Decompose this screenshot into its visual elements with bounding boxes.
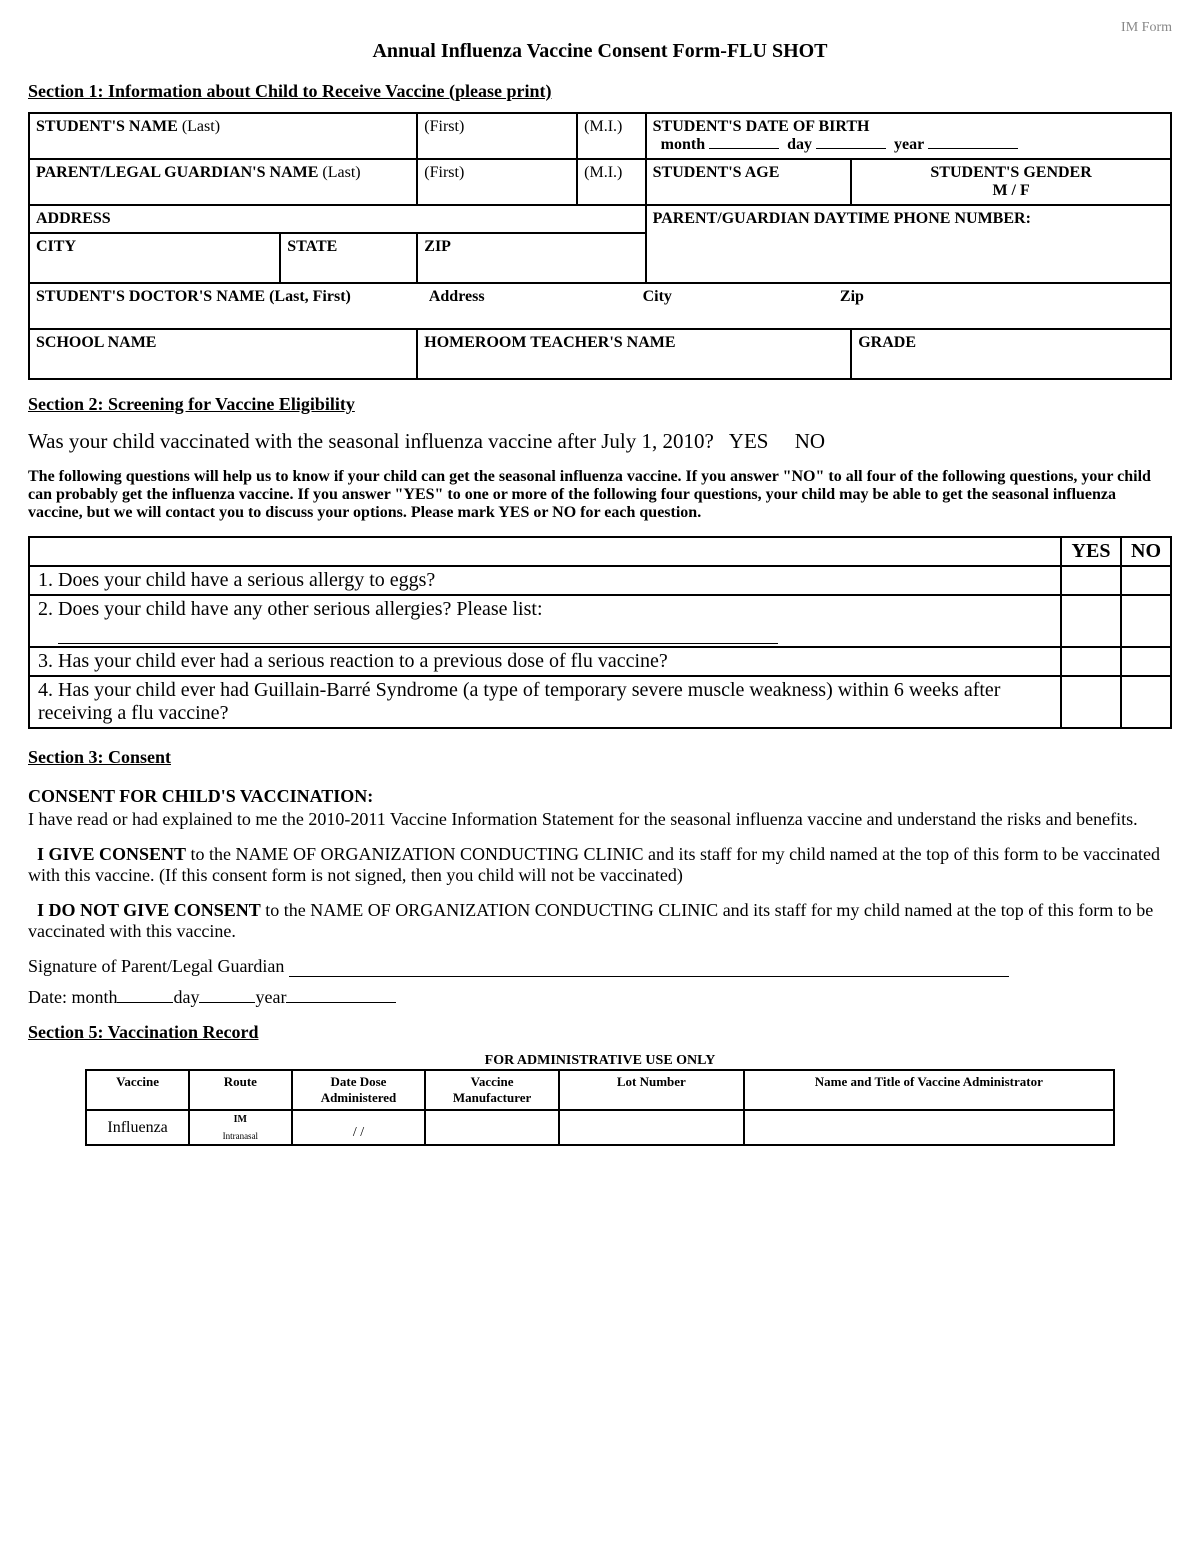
section3-heading: Section 3: Consent bbox=[28, 747, 1172, 768]
date-day: day bbox=[173, 987, 199, 1007]
date-year: year bbox=[255, 987, 286, 1007]
phone-label: PARENT/GUARDIAN DAYTIME PHONE NUMBER: bbox=[653, 210, 1031, 227]
nogive-consent-block: I DO NOT GIVE CONSENT to the NAME OF ORG… bbox=[28, 900, 1172, 942]
q4: 4. Has your child ever had Guillain-Barr… bbox=[29, 676, 1061, 728]
q1-no[interactable] bbox=[1121, 566, 1171, 595]
vaccinated-question-text: Was your child vaccinated with the seaso… bbox=[28, 429, 714, 453]
vaccinated-no[interactable]: NO bbox=[795, 429, 825, 453]
section1-heading: Section 1: Information about Child to Re… bbox=[28, 81, 1172, 102]
homeroom-label: HOMEROOM TEACHER'S NAME bbox=[424, 334, 675, 351]
doctor-city: City bbox=[643, 288, 672, 305]
q1: 1. Does your child have a serious allerg… bbox=[29, 566, 1061, 595]
dob-label: STUDENT'S DATE OF BIRTH bbox=[653, 118, 1164, 136]
q1-yes[interactable] bbox=[1061, 566, 1121, 595]
parent-mi-label: (M.I.) bbox=[577, 159, 646, 205]
q4-no[interactable] bbox=[1121, 676, 1171, 728]
q3-yes[interactable] bbox=[1061, 647, 1121, 676]
school-label: SCHOOL NAME bbox=[36, 334, 156, 351]
col-mfr: Vaccine Manufacturer bbox=[425, 1070, 559, 1110]
signature-line: Signature of Parent/Legal Guardian bbox=[28, 956, 1172, 977]
col-lot: Lot Number bbox=[559, 1070, 744, 1110]
parent-first-label: (First) bbox=[417, 159, 577, 205]
first-label: (First) bbox=[417, 113, 577, 159]
state-label: STATE bbox=[287, 238, 337, 255]
q2-yes[interactable] bbox=[1061, 595, 1121, 647]
give-consent-bold: I GIVE CONSENT bbox=[37, 844, 186, 864]
dob-month: month bbox=[661, 136, 705, 153]
admin-use-heading: FOR ADMINISTRATIVE USE ONLY bbox=[28, 1053, 1172, 1069]
consent-title: CONSENT FOR CHILD'S VACCINATION: bbox=[28, 786, 1172, 807]
row-route: IM Intranasal bbox=[189, 1110, 292, 1145]
row-date: / / bbox=[292, 1110, 426, 1145]
col-route: Route bbox=[189, 1070, 292, 1110]
gender-label: STUDENT'S GENDER bbox=[858, 164, 1164, 182]
doctor-zip: Zip bbox=[840, 288, 864, 305]
row-admin[interactable] bbox=[744, 1110, 1114, 1145]
section2-heading: Section 2: Screening for Vaccine Eligibi… bbox=[28, 394, 1172, 415]
q3-no[interactable] bbox=[1121, 647, 1171, 676]
section1-table: STUDENT'S NAME (Last) (First) (M.I.) STU… bbox=[28, 112, 1172, 380]
nogive-consent-bold: I DO NOT GIVE CONSENT bbox=[37, 900, 261, 920]
date-line: Date: month day year bbox=[28, 987, 1172, 1008]
age-label: STUDENT'S AGE bbox=[653, 164, 780, 181]
dob-year: year bbox=[894, 136, 924, 153]
give-consent-rest: to the NAME OF ORGANIZATION CONDUCTING C… bbox=[28, 844, 1160, 885]
col-yes: YES bbox=[1061, 537, 1121, 566]
doctor-address: Address bbox=[429, 288, 485, 305]
vaccinated-question: Was your child vaccinated with the seaso… bbox=[28, 429, 1172, 454]
q3: 3. Has your child ever had a serious rea… bbox=[29, 647, 1061, 676]
gender-mf: M / F bbox=[858, 182, 1164, 200]
form-title: Annual Influenza Vaccine Consent Form-FL… bbox=[28, 40, 1172, 63]
parent-name-note: (Last) bbox=[318, 164, 360, 181]
student-name-label: STUDENT'S NAME bbox=[36, 118, 178, 135]
header-tag: IM Form bbox=[28, 20, 1172, 36]
dob-day: day bbox=[787, 136, 812, 153]
signature-label: Signature of Parent/Legal Guardian bbox=[28, 956, 289, 976]
col-vaccine: Vaccine bbox=[86, 1070, 189, 1110]
q2: 2. Does your child have any other seriou… bbox=[29, 595, 1061, 647]
student-name-last-note: (Last) bbox=[178, 118, 220, 135]
admin-table: Vaccine Route Date Dose Administered Vac… bbox=[85, 1069, 1115, 1146]
screening-table: YES NO 1. Does your child have a serious… bbox=[28, 536, 1172, 729]
row-vaccine: Influenza bbox=[86, 1110, 189, 1145]
vaccinated-yes[interactable]: YES bbox=[729, 429, 769, 453]
mi-label: (M.I.) bbox=[577, 113, 646, 159]
row-lot[interactable] bbox=[559, 1110, 744, 1145]
section5-heading: Section 5: Vaccination Record bbox=[28, 1022, 1172, 1043]
consent-intro: I have read or had explained to me the 2… bbox=[28, 809, 1172, 830]
col-no: NO bbox=[1121, 537, 1171, 566]
date-label: Date: month bbox=[28, 987, 117, 1007]
q2-no[interactable] bbox=[1121, 595, 1171, 647]
q4-yes[interactable] bbox=[1061, 676, 1121, 728]
col-date: Date Dose Administered bbox=[292, 1070, 426, 1110]
city-label: CITY bbox=[36, 238, 76, 255]
screening-instructions: The following questions will help us to … bbox=[28, 468, 1172, 522]
parent-name-label: PARENT/LEGAL GUARDIAN'S NAME bbox=[36, 164, 318, 181]
grade-label: GRADE bbox=[858, 334, 916, 351]
give-consent-block: I GIVE CONSENT to the NAME OF ORGANIZATI… bbox=[28, 844, 1172, 886]
col-admin: Name and Title of Vaccine Administrator bbox=[744, 1070, 1114, 1110]
doctor-label: STUDENT'S DOCTOR'S NAME (Last, First) bbox=[36, 288, 351, 305]
row-mfr[interactable] bbox=[425, 1110, 559, 1145]
zip-label: ZIP bbox=[424, 238, 451, 255]
address-label: ADDRESS bbox=[36, 210, 111, 227]
screening-blank-header bbox=[29, 537, 1061, 566]
